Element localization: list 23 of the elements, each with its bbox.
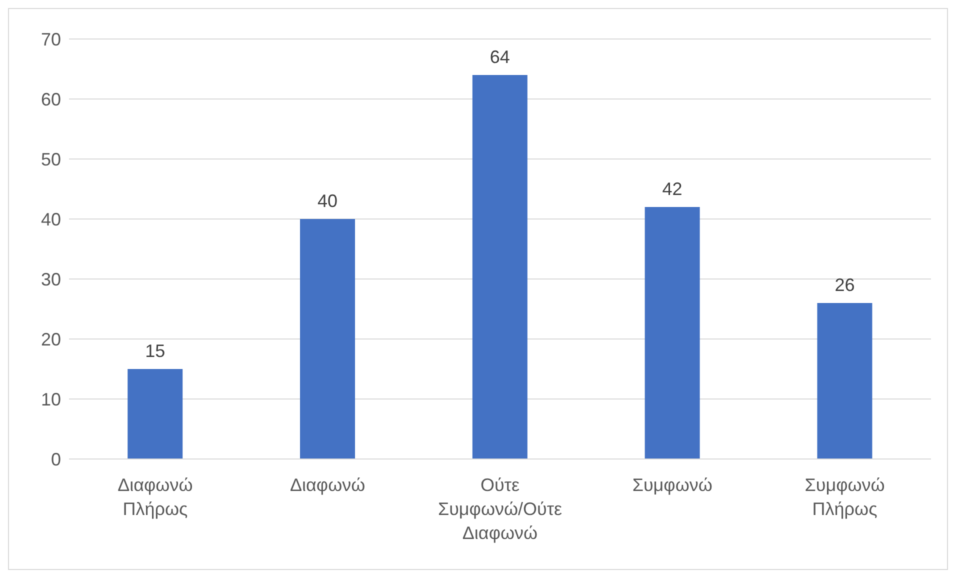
bar xyxy=(128,369,183,459)
y-tick-label: 0 xyxy=(50,449,61,470)
data-label: 26 xyxy=(834,275,855,295)
x-tick-label: Διαφωνώ Πλήρως xyxy=(118,475,193,519)
x-tick-label: Συμφωνώ xyxy=(632,475,712,495)
y-tick-label: 70 xyxy=(40,29,61,50)
bar xyxy=(817,303,872,459)
x-tick-label: Διαφωνώ xyxy=(290,475,366,495)
y-tick-label: 60 xyxy=(40,89,61,110)
data-label: 64 xyxy=(490,47,510,67)
bar xyxy=(300,219,356,459)
y-tick-label: 30 xyxy=(40,269,61,290)
data-label: 42 xyxy=(662,179,682,199)
y-tick-label: 50 xyxy=(40,149,61,170)
data-label: 40 xyxy=(318,191,338,211)
y-tick-label: 10 xyxy=(40,389,61,410)
bar xyxy=(644,207,700,459)
bar xyxy=(472,75,528,459)
y-tick-label: 20 xyxy=(40,329,61,350)
y-tick-label: 40 xyxy=(40,209,61,230)
x-tick-label: Ούτε Συμφωνώ/Ούτε Διαφωνώ xyxy=(438,475,562,543)
data-label: 15 xyxy=(145,341,166,361)
x-tick-label: Συμφωνώ Πλήρως xyxy=(804,475,885,519)
